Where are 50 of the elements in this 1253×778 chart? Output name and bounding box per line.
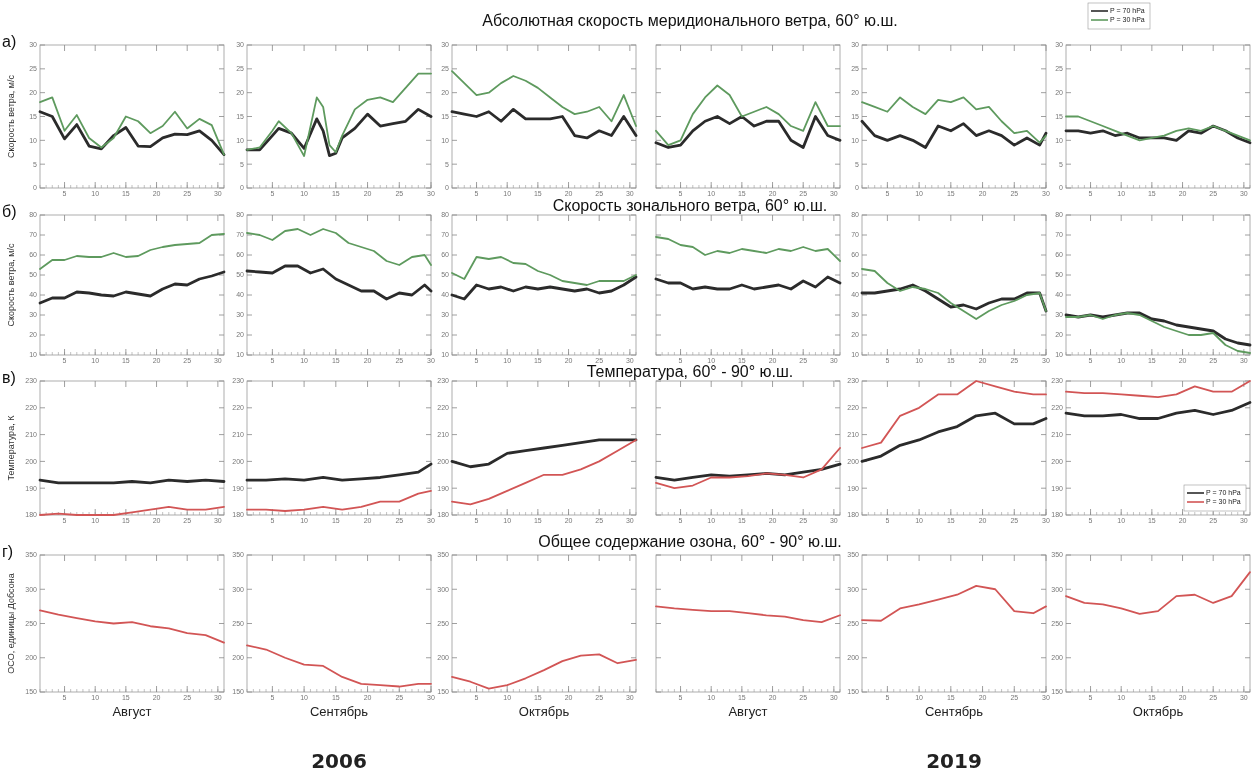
y-axis-title: ОСО, единицы Добсона xyxy=(6,573,16,674)
line-series xyxy=(450,275,638,301)
chart-title: Общее содержание озона, 60° - 90° ю.ш. xyxy=(538,533,842,550)
text: б) xyxy=(2,203,17,220)
x-axis-title: Август xyxy=(728,704,768,719)
y-axis-title: Скорость ветра, м/с xyxy=(6,242,16,327)
text: а) xyxy=(2,33,17,50)
line-series xyxy=(450,107,638,140)
x-axis-title: Октябрь xyxy=(1132,704,1184,719)
y-axis-title: Температура, К xyxy=(6,414,16,481)
line-series xyxy=(451,653,637,690)
line-series xyxy=(1065,115,1251,142)
line-series xyxy=(451,439,637,506)
y-axis-title: Скорость ветра, м/с xyxy=(6,74,16,159)
line-series xyxy=(38,270,226,305)
x-axis-title: Август xyxy=(112,704,152,719)
text: в) xyxy=(2,369,16,386)
line-series xyxy=(38,110,226,157)
chart-title: Температура, 60° - 90° ю.ш. xyxy=(586,363,794,380)
line-series xyxy=(245,462,433,482)
x-axis-title: Сентябрь xyxy=(309,704,369,719)
line-series xyxy=(246,644,432,688)
chart-title: Скорость зонального ветра, 60° ю.ш. xyxy=(552,197,828,214)
line-series xyxy=(861,380,1047,449)
line-series xyxy=(451,70,637,127)
line-series xyxy=(861,268,1047,320)
line-series xyxy=(1065,571,1251,615)
text: 2006 xyxy=(311,749,367,773)
line-series xyxy=(450,438,638,469)
line-series xyxy=(1065,380,1251,398)
line-series xyxy=(246,489,432,512)
text: 2019 xyxy=(926,749,982,773)
line-series xyxy=(246,228,432,266)
line-series xyxy=(39,506,225,516)
line-series xyxy=(39,96,225,156)
line-series xyxy=(39,609,225,644)
x-axis-title: Сентябрь xyxy=(924,704,984,719)
text: г) xyxy=(2,543,14,560)
line-series xyxy=(861,96,1047,144)
line-series xyxy=(246,72,432,157)
line-series xyxy=(861,584,1047,622)
line-series xyxy=(451,256,637,286)
line-series xyxy=(860,411,1048,463)
line-series xyxy=(1065,312,1251,354)
chart-title: Абсолютная скорость меридионального ветра, 60° ю.ш. xyxy=(482,12,898,29)
x-axis-title: Октябрь xyxy=(518,704,570,719)
line-series xyxy=(39,233,225,270)
line-series xyxy=(860,119,1048,149)
line-series xyxy=(245,264,433,301)
line-series xyxy=(1064,401,1252,420)
